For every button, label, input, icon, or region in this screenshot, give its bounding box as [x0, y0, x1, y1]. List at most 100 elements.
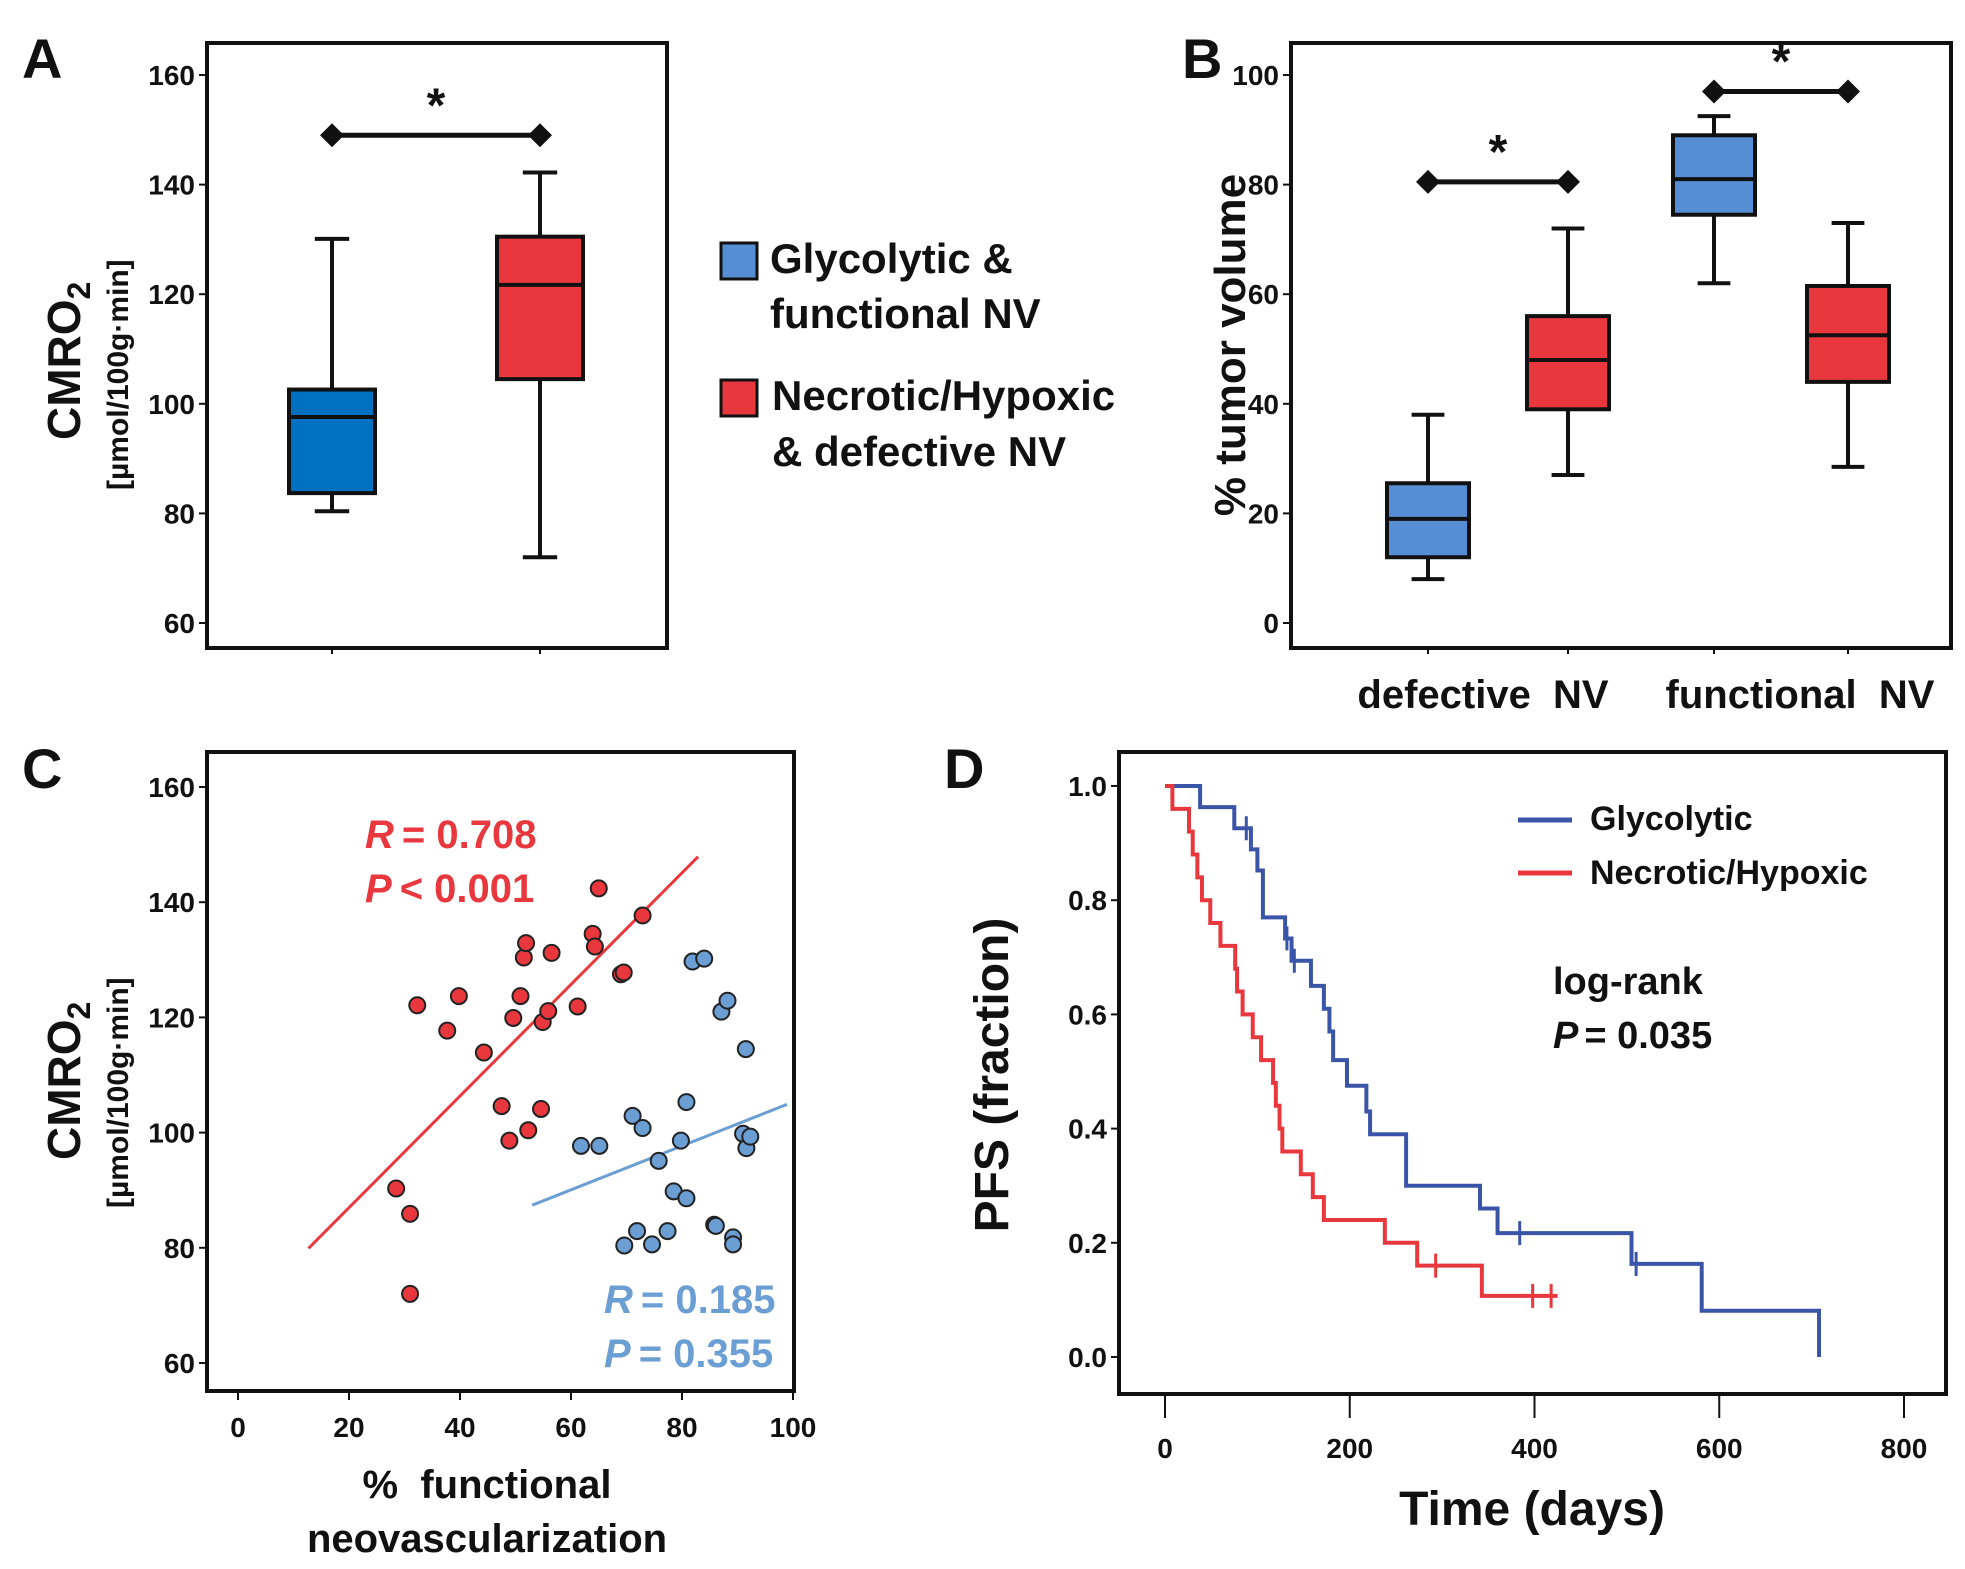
panel-c-point-necrotic [539, 1002, 558, 1021]
diamond-marker-icon [320, 123, 344, 148]
panel-c-point-glycolytic [671, 1131, 690, 1150]
panel-d-logrank-p: P = 0.035 [1553, 1015, 1712, 1057]
panel-d-xlabel: Time (days) [1399, 1483, 1665, 1536]
legend-label-necrotic-line2: & defective NV [772, 428, 1066, 475]
panel-c-point-necrotic [500, 1131, 519, 1150]
panel-c-point-glycolytic [718, 991, 737, 1010]
diamond-marker-icon [1556, 169, 1580, 194]
panel-b-sig-asterisk: * [1489, 126, 1508, 179]
panel-c-point-glycolytic [695, 949, 714, 968]
panel-d-ytick-label: 0.6 [1068, 999, 1107, 1030]
panel-c-point-glycolytic [649, 1151, 668, 1170]
panel-a-ytick-label: 60 [164, 608, 195, 639]
panel-c-point-glycolytic [643, 1235, 662, 1254]
diamond-marker-icon [528, 123, 552, 148]
panel-c-ytick-label: 120 [148, 1002, 195, 1033]
panel-c-ytick-label: 160 [148, 772, 195, 803]
panel-letter-c: C [22, 737, 62, 800]
panel-c-point-glycolytic [633, 1118, 652, 1137]
panel-d-km-curve-glycolytic [1165, 784, 1822, 1357]
panel-b-iqr-box [1671, 133, 1757, 217]
panel-a-ytick-label: 80 [164, 498, 195, 529]
panel-d-ytick-label: 1.0 [1068, 771, 1107, 802]
panel-d-ytick-label: 0.4 [1068, 1114, 1107, 1145]
panel-b-boxplot: 0 20 40 60 80 100 * * defective NV functional … [1206, 35, 1953, 717]
panel-c-point-necrotic [585, 937, 604, 956]
panel-c-point-necrotic [438, 1021, 457, 1040]
panel-c-point-necrotic [542, 943, 561, 962]
panel-b-box [1385, 412, 1471, 582]
panel-c-xtick-label: 0 [230, 1412, 246, 1443]
panel-b-sig-asterisk: * [1772, 35, 1791, 88]
panel-c-point-necrotic [401, 1204, 420, 1223]
panel-a-box [287, 236, 377, 514]
panel-c-stat-p-blue: P = 0.355 [604, 1332, 773, 1376]
legend-label-glycolytic-line2: functional NV [770, 290, 1041, 337]
panel-c-ytick-label: 80 [164, 1233, 195, 1264]
panel-c-point-necrotic [504, 1008, 523, 1027]
panel-letter-a: A [22, 27, 62, 90]
legend-label-glycolytic-line1: Glycolytic & [770, 235, 1013, 282]
panel-d-xtick-label: 600 [1696, 1433, 1743, 1464]
panel-b-xlabel-functional: functional NV [1666, 673, 1935, 717]
panel-a-box [495, 170, 585, 560]
panel-a-iqr-box [495, 234, 585, 382]
panel-c-xtick-label: 100 [770, 1412, 817, 1443]
panel-d-xtick-label: 800 [1881, 1433, 1928, 1464]
panel-c-point-glycolytic [571, 1136, 590, 1155]
legend-label-glycolytic: Glycolytic [1590, 800, 1753, 838]
panel-c-point-glycolytic [615, 1236, 634, 1255]
panel-d-logrank-label: log-rank [1553, 961, 1704, 1003]
panel-c-ytick-label: 140 [148, 887, 195, 918]
panel-c-point-glycolytic [658, 1222, 677, 1241]
panel-c-point-glycolytic [706, 1216, 725, 1235]
panel-c-point-necrotic [532, 1099, 551, 1118]
panel-b-iqr-box [1525, 314, 1611, 412]
panel-a-frame [205, 41, 669, 650]
panel-d-xtick-label: 400 [1511, 1433, 1558, 1464]
panel-b-ytick-label: 40 [1248, 389, 1279, 420]
panel-c-ytick-label: 100 [148, 1118, 195, 1149]
diamond-marker-icon [1416, 169, 1440, 194]
panel-c-point-necrotic [408, 996, 427, 1015]
panel-b-box [1671, 114, 1757, 286]
panel-c-point-necrotic [589, 879, 608, 898]
panel-c-point-glycolytic [736, 1040, 755, 1059]
panel-letter-d: D [944, 737, 984, 800]
panel-c-point-glycolytic [590, 1136, 609, 1155]
panel-c-point-necrotic [401, 1284, 420, 1303]
panel-a-ylabel-units: [µmol/100g·min] [102, 259, 135, 490]
panel-c-xtick-label: 60 [555, 1412, 586, 1443]
panel-d-kaplan-meier: 0.0 0.2 0.4 0.6 0.8 1.0 0 200 400 600 800 Glycolyt… [966, 750, 1948, 1536]
panel-b-ytick-label: 20 [1248, 498, 1279, 529]
panel-c-scatter: 60 80 100 120 140 160 0 20 40 60 80 100 R = 0.708 P <… [38, 750, 817, 1561]
panel-c-point-glycolytic [677, 1093, 696, 1112]
panel-c-xlabel-line2: neovascularization [307, 1517, 667, 1561]
panel-c-point-necrotic [633, 906, 652, 925]
panel-a-ytick-label: 140 [148, 170, 195, 201]
legend-label-necrotic: Necrotic/Hypoxic [1590, 854, 1868, 892]
panel-c-point-necrotic [614, 963, 633, 982]
panel-d-ylabel: PFS (fraction) [966, 918, 1019, 1233]
panel-c-ytick-label: 60 [164, 1348, 195, 1379]
legend-swatch-glycolytic [719, 241, 759, 281]
panel-c-point-glycolytic [623, 1106, 642, 1125]
panel-c-xlabel-line1: % functional [363, 1463, 612, 1507]
panel-c-point-necrotic [514, 948, 533, 967]
panel-a-ytick-label: 120 [148, 279, 195, 310]
panel-d-km-curve-necrotic [1165, 784, 1558, 1298]
panel-c-point-glycolytic [628, 1222, 647, 1241]
panel-c-stat-p-red: P < 0.001 [365, 867, 534, 911]
panel-b-ytick-label: 100 [1232, 60, 1279, 91]
panel-b-xlabel-defective: defective NV [1357, 673, 1609, 717]
panel-c-point-necrotic [568, 997, 587, 1016]
panel-d-ytick-label: 0.2 [1068, 1228, 1107, 1259]
panel-c-point-necrotic [511, 987, 530, 1006]
panel-d-ytick-label: 0.8 [1068, 885, 1107, 916]
panel-c-fit-line-necrotic [307, 855, 700, 1250]
panel-c-point-necrotic [492, 1097, 511, 1116]
panel-a-ylabel: CMRO2 [38, 282, 97, 440]
panel-d-frame [1117, 750, 1948, 1396]
panel-b-ylabel: % tumor volume [1206, 174, 1255, 516]
